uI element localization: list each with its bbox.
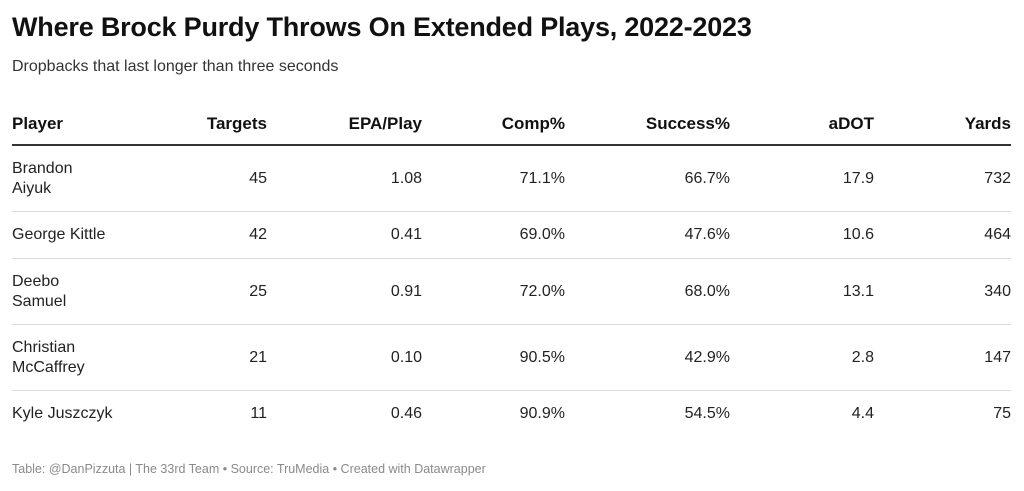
epa-play-cell: 0.10 xyxy=(267,324,422,391)
comp-pct-cell: 71.1% xyxy=(422,145,565,212)
chart-subtitle: Dropbacks that last longer than three se… xyxy=(12,58,339,75)
column-header-comp-pct[interactable]: Comp% xyxy=(422,104,565,146)
epa-play-cell: 0.41 xyxy=(267,211,422,259)
stats-table: Player Targets EPA/Play Comp% Success% a… xyxy=(12,104,1011,437)
column-header-targets[interactable]: Targets xyxy=(122,104,267,146)
column-header-epa-play[interactable]: EPA/Play xyxy=(267,104,422,146)
column-header-player[interactable]: Player xyxy=(12,104,122,146)
epa-play-cell: 0.46 xyxy=(390,405,422,422)
adot-cell: 10.6 xyxy=(730,211,874,259)
success-pct-cell: 66.7% xyxy=(565,145,730,212)
targets-cell: 21 xyxy=(122,324,267,391)
targets-cell: 11 xyxy=(250,405,267,422)
chart-title: Where Brock Purdy Throws On Extended Pla… xyxy=(12,12,752,42)
success-pct-cell: 47.6% xyxy=(565,211,730,259)
success-pct-cell: 68.0% xyxy=(565,258,730,325)
table-row: Deebo Samuel 25 0.91 72.0% 68.0% 13.1 34… xyxy=(12,258,1011,325)
comp-pct-cell: 72.0% xyxy=(422,258,565,325)
targets-cell: 42 xyxy=(122,211,267,259)
yards-cell: 464 xyxy=(874,211,1011,259)
comp-pct-cell: 90.9% xyxy=(519,405,565,422)
yards-cell: 340 xyxy=(874,258,1011,325)
adot-cell: 4.4 xyxy=(851,405,874,422)
table-row: Kyle Juszczyk 11 0.46 90.9% 54.5% 4.4 75 xyxy=(12,391,1011,438)
yards-cell: 732 xyxy=(874,145,1011,212)
player-name: George Kittle xyxy=(12,226,106,243)
player-cell: George Kittle xyxy=(12,211,122,259)
player-cell: Brandon Aiyuk xyxy=(12,145,122,212)
chart-footer: Table: @DanPizzuta | The 33rd Team • Sou… xyxy=(12,462,486,476)
player-cell: Christian McCaffrey xyxy=(12,324,122,391)
targets-cell: 25 xyxy=(122,258,267,325)
player-cell: Kyle Juszczyk xyxy=(12,391,122,438)
table-row: Brandon Aiyuk 45 1.08 71.1% 66.7% 17.9 7… xyxy=(12,145,1011,212)
table-row: George Kittle 42 0.41 69.0% 47.6% 10.6 4… xyxy=(12,211,1011,259)
column-header-adot[interactable]: aDOT xyxy=(730,104,874,146)
yards-cell: 147 xyxy=(874,324,1011,391)
epa-play-cell: 0.91 xyxy=(267,258,422,325)
column-header-yards[interactable]: Yards xyxy=(874,104,1011,146)
yards-cell: 75 xyxy=(993,405,1011,422)
success-pct-cell: 42.9% xyxy=(565,324,730,391)
targets-cell: 45 xyxy=(122,145,267,212)
table-row: Christian McCaffrey 21 0.10 90.5% 42.9% … xyxy=(12,324,1011,391)
player-name: Deebo Samuel xyxy=(12,272,67,310)
success-pct-cell: 54.5% xyxy=(684,405,730,422)
table-header-row: Player Targets EPA/Play Comp% Success% a… xyxy=(12,104,1011,146)
player-name: Christian McCaffrey xyxy=(12,338,85,376)
player-name: Kyle Juszczyk xyxy=(12,405,113,422)
player-cell: Deebo Samuel xyxy=(12,258,122,325)
epa-play-cell: 1.08 xyxy=(267,145,422,212)
comp-pct-cell: 69.0% xyxy=(422,211,565,259)
column-header-success-pct[interactable]: Success% xyxy=(565,104,730,146)
comp-pct-cell: 90.5% xyxy=(422,324,565,391)
adot-cell: 13.1 xyxy=(730,258,874,325)
adot-cell: 2.8 xyxy=(730,324,874,391)
player-name: Brandon Aiyuk xyxy=(12,159,73,197)
adot-cell: 17.9 xyxy=(730,145,874,212)
